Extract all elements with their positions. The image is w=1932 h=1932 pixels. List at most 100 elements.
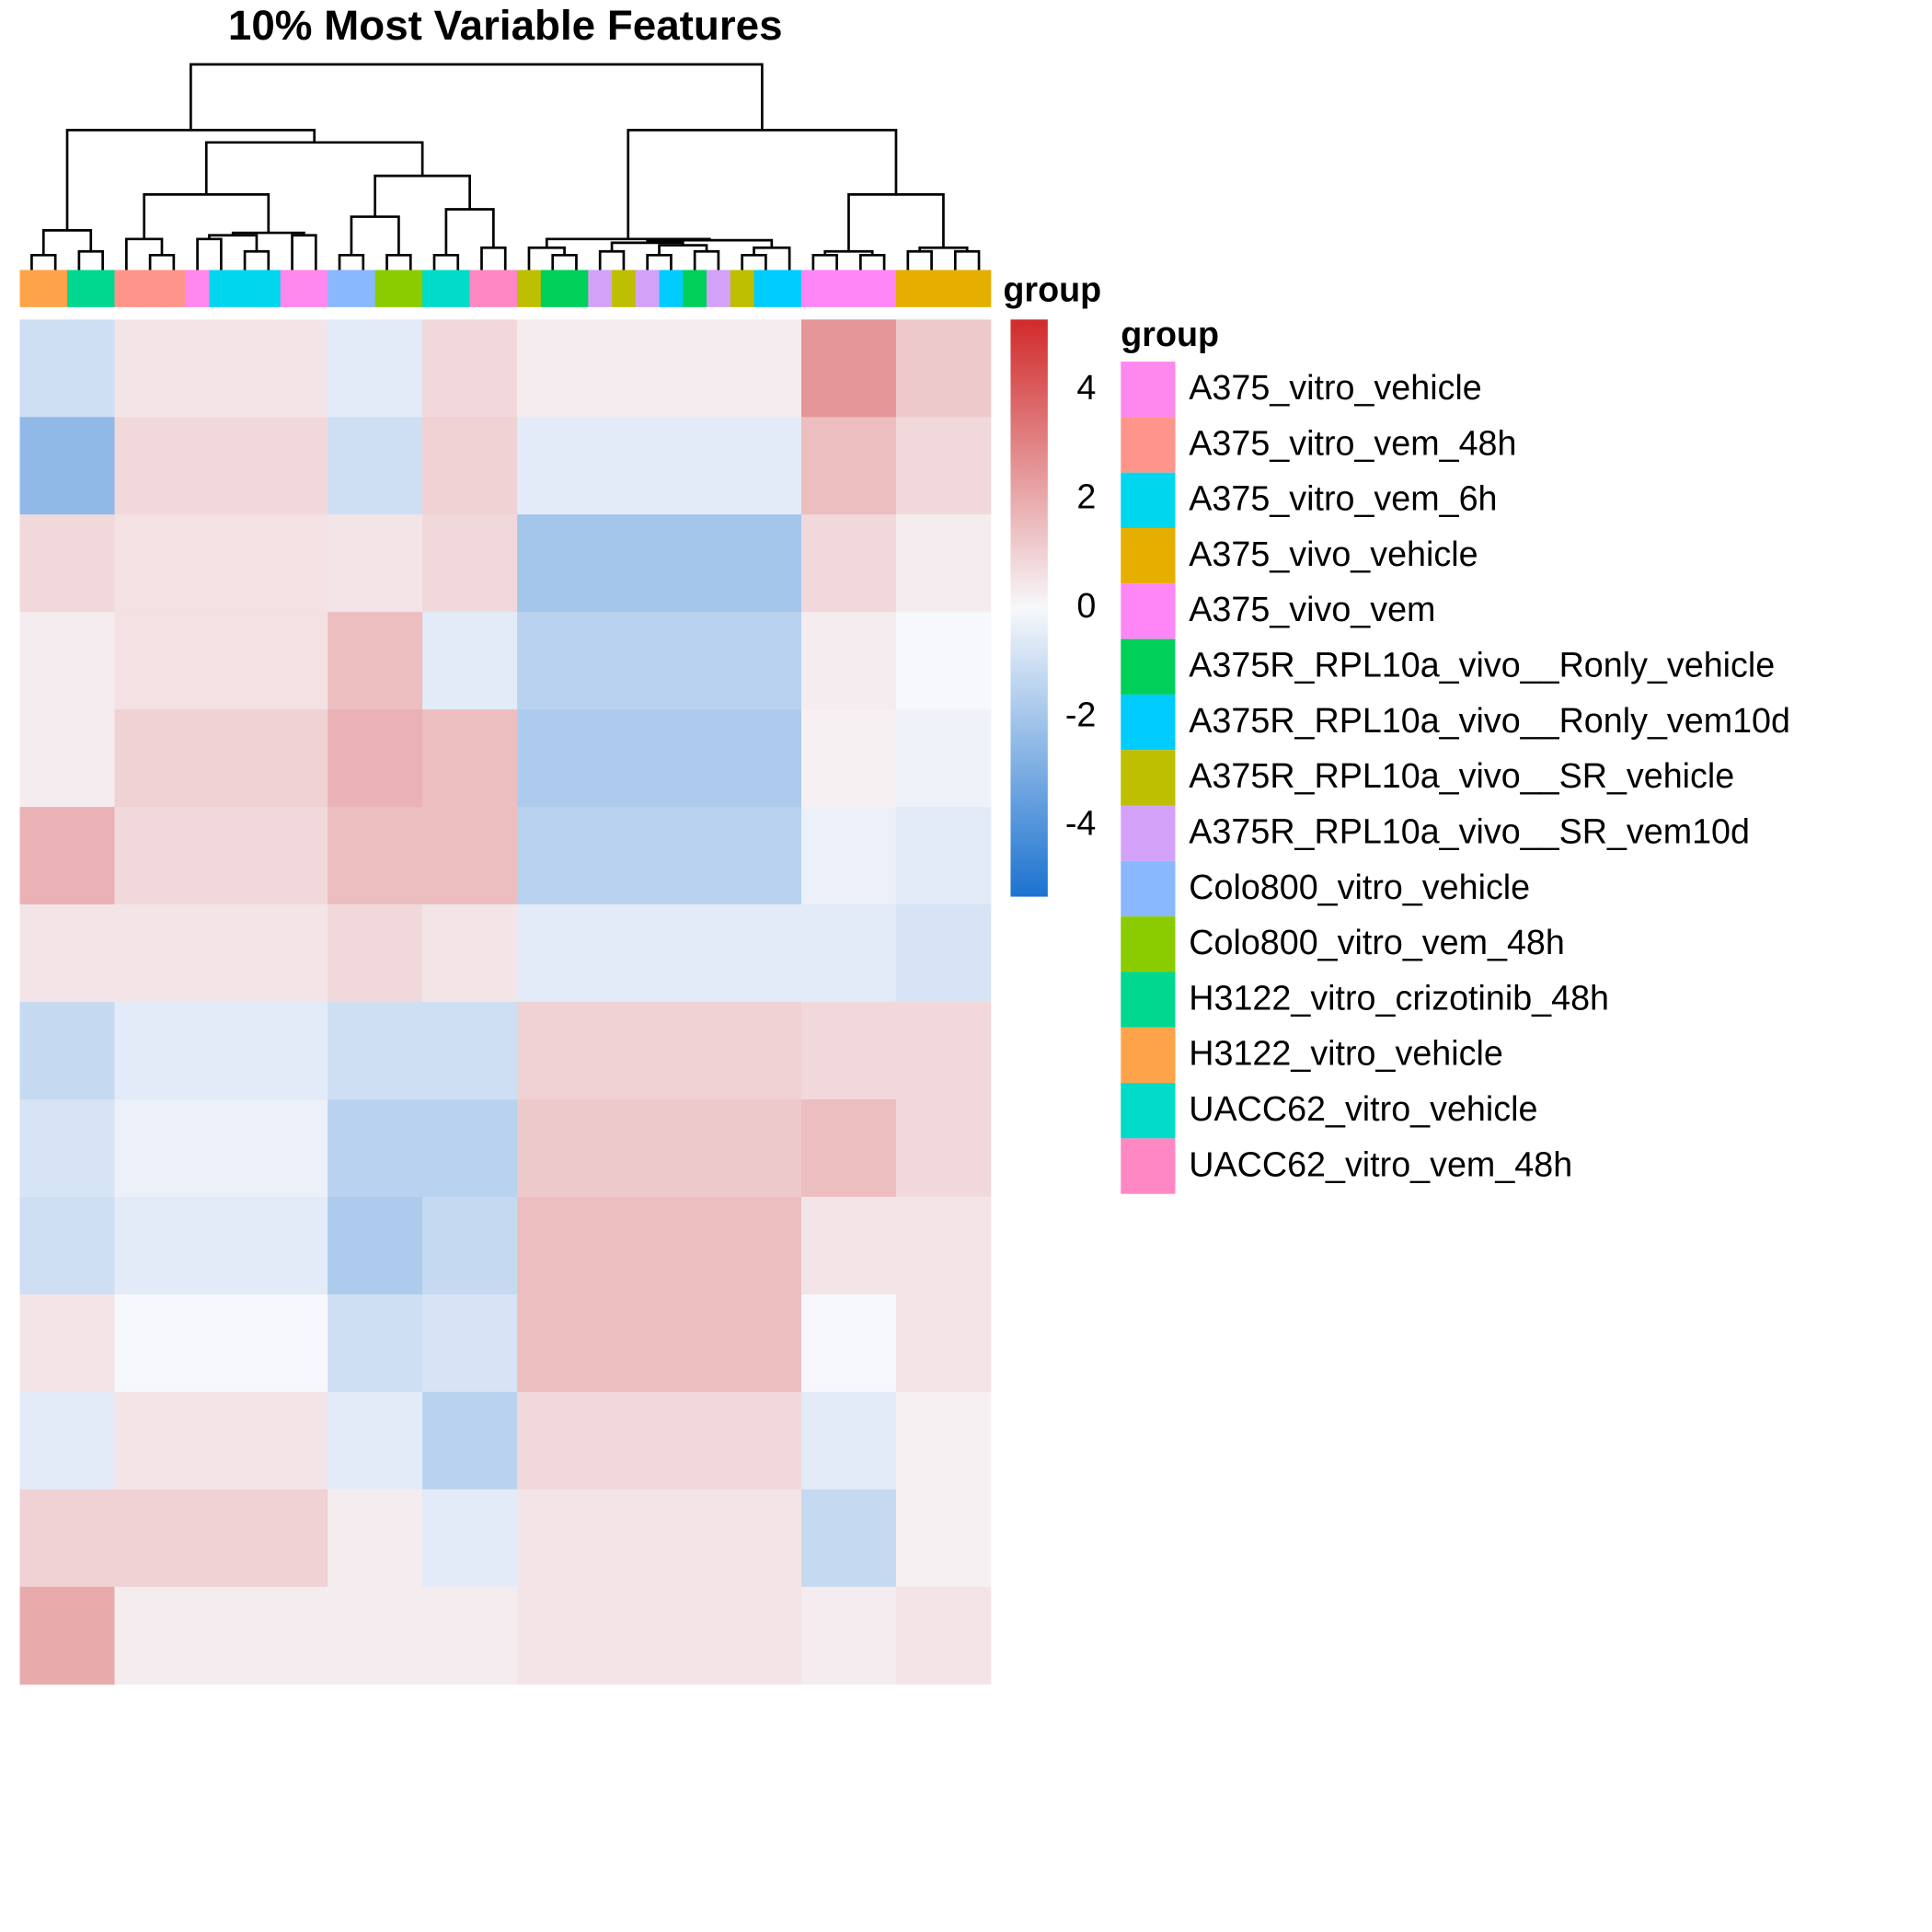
annotation-cell — [564, 270, 589, 307]
heatmap-cell — [517, 612, 802, 710]
annotation-cell — [351, 270, 376, 307]
heatmap-cell — [114, 319, 328, 418]
heatmap-cell — [895, 1099, 992, 1198]
colorbar-tick-label: -4 — [1065, 804, 1097, 843]
heatmap-cell — [800, 417, 897, 515]
annotation-cell — [469, 270, 494, 307]
heatmap-cell — [422, 612, 518, 710]
heatmap-cell — [114, 904, 328, 1003]
dendrogram-branch — [811, 253, 838, 270]
legend-label: A375_vivo_vem — [1189, 590, 1435, 628]
heatmap-cell — [328, 807, 423, 905]
annotation-cell — [328, 270, 352, 307]
heatmap-cell — [800, 612, 897, 710]
dendrogram-branch — [243, 249, 270, 270]
colorbar-tick-label: 2 — [1076, 477, 1096, 516]
heatmap-cell — [422, 1391, 518, 1490]
dendrogram-branch — [77, 249, 104, 270]
annotation-cell — [209, 270, 234, 307]
colorbar — [1010, 319, 1048, 897]
heatmap-cell — [517, 709, 802, 808]
heatmap-cell — [517, 1489, 802, 1588]
dendrogram-branch — [196, 237, 223, 270]
colorbar-tick-label: -2 — [1065, 695, 1097, 733]
dendrogram-branch — [30, 253, 57, 270]
dendrogram-branch — [204, 141, 424, 195]
dendrogram-branch — [847, 193, 945, 252]
heatmap-cell — [517, 1586, 802, 1685]
heatmap-cell — [328, 1586, 423, 1685]
annotation-cell — [872, 270, 897, 307]
legend-label: UACC62_vitro_vem_48h — [1189, 1144, 1572, 1183]
annotation-cell — [683, 270, 707, 307]
legend-swatch — [1121, 972, 1176, 1028]
heatmap-cell — [328, 319, 423, 418]
dendrogram-branch — [190, 63, 764, 131]
heatmap-cell — [517, 1002, 802, 1100]
legend-label: UACC62_vitro_vehicle — [1189, 1089, 1537, 1128]
annotation-cell — [919, 270, 944, 307]
legend-label: A375R_RPL10a_vivo__Ronly_vem10d — [1189, 701, 1790, 740]
heatmap-cell — [422, 1002, 518, 1100]
annotation-cell — [43, 270, 68, 307]
annotation-cell — [730, 270, 754, 307]
legend-swatch — [1121, 750, 1176, 806]
heatmap-cell — [19, 1294, 115, 1393]
heatmap-cell — [895, 417, 992, 515]
legend-swatch — [1121, 528, 1176, 584]
heatmap-cell — [422, 1586, 518, 1685]
annotation-cell — [90, 270, 115, 307]
dendrogram-branch — [291, 234, 317, 270]
annotation-cell — [612, 270, 637, 307]
heatmap-cell — [517, 807, 802, 905]
dendrogram-branch — [646, 253, 673, 270]
heatmap-cell — [517, 1099, 802, 1198]
heatmap-cell — [800, 1196, 897, 1295]
dendrogram-branch — [527, 246, 566, 270]
annotation-cell — [161, 270, 187, 307]
legend-swatch — [1121, 417, 1176, 473]
dendrogram-branch — [753, 246, 791, 270]
annotation-cell — [422, 270, 447, 307]
heatmap-cell — [422, 1294, 518, 1393]
heatmap-cell — [114, 1196, 328, 1295]
dendrogram-branch — [480, 246, 507, 270]
annotation-cell — [635, 270, 660, 307]
heatmap-cell — [800, 709, 897, 808]
dendrogram-branch — [627, 129, 898, 239]
heatmap-cell — [19, 417, 115, 515]
legend-label: A375R_RPL10a_vivo__SR_vehicle — [1189, 756, 1734, 795]
dendrogram-branch — [658, 244, 708, 256]
annotation-cell — [233, 270, 258, 307]
heatmap-cell — [114, 1099, 328, 1198]
annotation-cell — [398, 270, 423, 307]
legend-label: A375R_RPL10a_vivo__Ronly_vehicle — [1189, 646, 1775, 684]
dendrogram-branch — [693, 249, 720, 270]
dendrogram-branch — [906, 249, 933, 270]
colorbar-tick-label: 4 — [1076, 368, 1096, 407]
heatmap-cell — [114, 807, 328, 905]
annotation-cell — [19, 270, 44, 307]
heatmap-cell — [114, 1002, 328, 1100]
legend-label: Colo800_vitro_vem_48h — [1189, 923, 1565, 961]
heatmap-cell — [19, 1099, 115, 1198]
heatmap-cell — [800, 514, 897, 613]
heatmap-cell — [114, 417, 328, 515]
heatmap-cell — [517, 319, 802, 418]
heatmap-cell — [517, 1391, 802, 1490]
annotation-cell — [304, 270, 328, 307]
dendrogram-branch — [432, 253, 460, 270]
annotation-cell — [824, 270, 849, 307]
legend-swatch — [1121, 860, 1176, 917]
heatmap-cell — [517, 514, 802, 613]
heatmap-cell — [800, 1586, 897, 1685]
annotation-cell — [800, 270, 826, 307]
heatmap-cell — [517, 1294, 802, 1393]
dendrogram-branch — [598, 249, 626, 270]
annotation-cell — [67, 270, 92, 307]
annotation-cell — [659, 270, 684, 307]
legend-swatch — [1121, 1138, 1176, 1194]
heatmap-cell — [895, 1002, 992, 1100]
